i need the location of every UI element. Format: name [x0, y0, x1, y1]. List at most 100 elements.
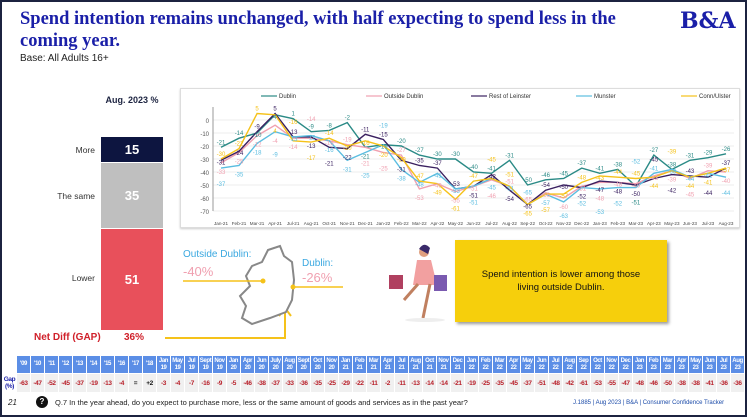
bar-more: 15 — [101, 137, 163, 162]
x-tick-label: Jul-22 — [485, 221, 498, 226]
gap-header-cell: Jul 23 — [717, 356, 730, 373]
data-label: -39 — [704, 164, 713, 170]
gap-header-cell: May 22 — [521, 356, 534, 373]
data-label: -16 — [325, 148, 334, 154]
y-tick-label: -40 — [200, 171, 209, 177]
x-tick-label: Dec-22 — [574, 221, 589, 226]
page-title: Spend intention remains unchanged, with … — [20, 9, 616, 51]
gap-header-cell: Aug 20 — [283, 356, 296, 373]
gap-header-cell: Apr 20 — [241, 356, 254, 373]
data-label: -44 — [704, 191, 713, 197]
data-label: -22 — [235, 142, 244, 148]
net-diff-value: 36% — [124, 332, 145, 343]
dublin-dot — [290, 284, 296, 290]
data-label: -24 — [235, 151, 244, 157]
gap-header-cell: Mar 23 — [661, 356, 674, 373]
header: Spend intention remains unchanged, with … — [20, 8, 670, 64]
data-label: -44 — [722, 191, 731, 197]
y-tick-label: -70 — [200, 210, 209, 216]
dublin-value: -26% — [302, 270, 333, 285]
data-label: -43 — [686, 169, 695, 175]
gap-value-cell: -63 — [17, 374, 30, 392]
gap-row-label: Gap (%) — [3, 374, 16, 392]
y-tick-label: 0 — [206, 119, 210, 125]
data-label: -16 — [325, 141, 334, 147]
gap-value-cell: -52 — [45, 374, 58, 392]
data-label: -20 — [379, 153, 388, 159]
gap-header-cell: Jan 23 — [633, 356, 646, 373]
data-label: -16 — [289, 120, 298, 126]
x-tick-label: Feb-21 — [232, 221, 247, 226]
x-tick-label: Feb-23 — [611, 221, 626, 226]
gap-table: '09'10'11'12'13'14'15'16'17'18 Jan 19 May … — [2, 355, 745, 393]
data-label: -2 — [345, 116, 351, 122]
data-label: -41 — [650, 166, 659, 172]
gap-value-cell: -38 — [675, 374, 688, 392]
x-tick-label: Nov-21 — [340, 221, 355, 226]
data-label: -65 — [523, 205, 532, 211]
data-label: -57 — [559, 194, 568, 200]
data-label: -18 — [253, 150, 262, 156]
gap-value-cell: -3 — [157, 374, 170, 392]
x-tick-label: Aug-21 — [304, 221, 319, 226]
data-label: -14 — [289, 145, 298, 151]
gap-value-cell: -19 — [87, 374, 100, 392]
gap-header-cell: Apr 22 — [507, 356, 520, 373]
gap-value-cell: -37 — [73, 374, 86, 392]
gap-value-cell: -45 — [59, 374, 72, 392]
data-label: -45 — [631, 172, 640, 178]
data-label: -26 — [722, 147, 731, 153]
data-label: -17 — [307, 156, 316, 162]
data-label: -56 — [541, 193, 550, 199]
data-label: -25 — [361, 174, 370, 180]
data-label: -14 — [325, 131, 334, 137]
gap-header-cell: '18 — [143, 356, 156, 373]
data-label: -42 — [668, 189, 677, 195]
gap-header-cell: Aug 22 — [563, 356, 576, 373]
data-label: -41 — [433, 173, 442, 179]
gap-value-cell: -45 — [507, 374, 520, 392]
gap-header-cell: Sept 19 — [199, 356, 212, 373]
data-label: -21 — [325, 161, 334, 167]
data-label: 5 — [273, 107, 277, 113]
data-label: -46 — [487, 194, 496, 200]
x-tick-label: Jun-22 — [466, 221, 480, 226]
x-tick-label: Jul-21 — [287, 221, 300, 226]
gap-header-cell: Nov 19 — [213, 356, 226, 373]
gap-header-cell: Jan 21 — [339, 356, 352, 373]
gap-value-cell: -11 — [367, 374, 380, 392]
gap-header-cell: Feb 22 — [479, 356, 492, 373]
gap-header-cell: Mar 22 — [493, 356, 506, 373]
brand-logo: B&A — [680, 8, 736, 34]
data-label: -37 — [217, 182, 226, 188]
page-number: 21 — [8, 398, 17, 407]
gap-header-cell: July 20 — [269, 356, 282, 373]
data-label: -53 — [451, 182, 460, 188]
x-tick-label: Oct-22 — [539, 221, 553, 226]
data-label: -65 — [523, 198, 532, 204]
gap-header-cell: Mar 21 — [367, 356, 380, 373]
data-label: -31 — [505, 153, 514, 159]
data-label: -21 — [361, 154, 370, 160]
gap-header-cell: Oct 20 — [311, 356, 324, 373]
legend-label: Outside Dublin — [384, 94, 423, 100]
gap-value-cell: -47 — [619, 374, 632, 392]
data-label: -45 — [487, 186, 496, 192]
series-line-dublin — [220, 114, 727, 188]
source-note: J.1885 | Aug 2023 | B&A | Consumer Confi… — [573, 400, 725, 406]
x-tick-label: Dec-21 — [358, 221, 373, 226]
data-label: -37 — [722, 161, 731, 167]
data-label: -51 — [505, 179, 514, 185]
gap-value-cell: -4 — [171, 374, 184, 392]
data-label: -50 — [631, 192, 640, 198]
data-label: -52 — [631, 160, 640, 166]
gap-header-cell: Jan 22 — [465, 356, 478, 373]
gap-value-cell: -16 — [199, 374, 212, 392]
data-label: -12 — [307, 136, 316, 142]
data-label: -38 — [668, 169, 677, 175]
data-label: -33 — [217, 170, 226, 176]
x-tick-label: Apr-21 — [268, 221, 282, 226]
label-lower: Lower — [71, 273, 95, 283]
gap-value-cell: -35 — [493, 374, 506, 392]
